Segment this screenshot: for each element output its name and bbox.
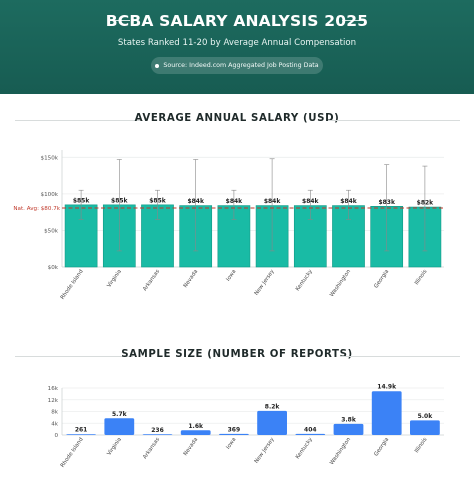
sample-section-title-text: SAMPLE SIZE (NUMBER OF REPORTS) (121, 349, 353, 360)
data-label: 5.7k (112, 411, 128, 418)
source-badge: Source: Indeed.com Aggregated Job Postin… (151, 57, 323, 74)
x-tick-label: Washington (329, 437, 352, 466)
data-label: $84k (340, 198, 358, 205)
bar (180, 430, 211, 435)
data-label: 369 (228, 426, 241, 433)
x-tick-label: Kentucky (295, 436, 314, 460)
x-tick-label: Nevada (183, 437, 200, 457)
x-tick-label: Virginia (106, 269, 123, 289)
data-label: 404 (304, 426, 317, 433)
data-label: 14.9k (377, 384, 397, 391)
y-tick-label: $150k (41, 155, 59, 161)
x-tick-label: Georgia (373, 437, 390, 458)
y-tick-label: 16k (48, 386, 59, 392)
bar (142, 434, 173, 435)
section-divider-right-2 (340, 356, 460, 357)
bar (257, 410, 287, 435)
page-subtitle: States Ranked 11-20 by Average Annual Co… (117, 38, 357, 48)
x-tick-label: Iowa (225, 269, 237, 283)
x-tick-label: Arkansas (142, 269, 161, 293)
y-tick-label: 0 (54, 433, 58, 439)
page-title: BCBA SALARY ANALYSIS 2025 (105, 12, 369, 30)
y-tick-label: 4k (51, 421, 59, 427)
data-label: $84k (187, 198, 205, 205)
data-label: $85k (149, 197, 167, 204)
section-divider-left-2 (15, 356, 133, 357)
bar (333, 423, 364, 435)
section-divider-right (328, 120, 460, 121)
bullet-icon (155, 63, 160, 68)
y-tick-label: 8k (51, 410, 59, 416)
x-tick-label: Illinois (414, 269, 429, 287)
salary-section-title: AVERAGE ANNUAL SALARY (USD) (0, 113, 474, 124)
y-tick-label: $100k (41, 192, 59, 198)
x-tick-label: Arkansas (142, 437, 161, 461)
salary-section-title-text: AVERAGE ANNUAL SALARY (USD) (134, 113, 340, 124)
bar (410, 420, 440, 435)
sample-chart: 0 4k 8k 12k 16k 261 Rhode Island 5.7k Virginia 23… (48, 384, 444, 469)
data-label: 261 (75, 427, 88, 434)
x-tick-label: Rhode Island (60, 269, 85, 301)
bar (219, 433, 249, 435)
data-label: 8.2k (265, 403, 281, 410)
title-decor-line-right (342, 20, 364, 22)
y-tick-label: $0k (48, 265, 59, 271)
bar (371, 391, 402, 435)
bar (104, 418, 135, 435)
bar (295, 433, 326, 435)
x-tick-label: New Jersey (254, 268, 277, 297)
data-label: $84k (226, 198, 244, 205)
x-tick-label: Washington (329, 269, 352, 298)
y-tick-label: 12k (48, 398, 59, 404)
x-tick-label: Rhode Island (60, 437, 85, 469)
x-tick-label: Virginia (106, 437, 123, 457)
data-label: 236 (151, 427, 164, 434)
data-label: 3.8k (341, 416, 357, 423)
data-label: $85k (73, 197, 91, 204)
data-label: $84k (264, 198, 282, 205)
source-text: Source: Indeed.com Aggregated Job Postin… (163, 62, 319, 69)
x-tick-label: New Jersey (254, 436, 277, 465)
x-tick-label: Nevada (183, 269, 200, 289)
salary-chart: $0k $50k $100k $150k $85k Rhode Island $85k Vir… (13, 150, 444, 301)
data-label: $82k (417, 200, 435, 207)
data-label: 5.0k (418, 413, 434, 420)
data-label: $84k (302, 198, 320, 205)
header-banner: BCBA SALARY ANALYSIS 2025 States Ranked … (0, 0, 474, 94)
title-decor-line-left (108, 20, 130, 22)
y-tick-label: $50k (44, 228, 59, 234)
x-tick-label: Georgia (373, 269, 390, 290)
data-label: $83k (378, 199, 396, 206)
x-tick-label: Iowa (225, 437, 237, 451)
x-tick-label: Illinois (414, 437, 429, 455)
national-average-label: Nat. Avg: $80.7k (13, 206, 60, 212)
sample-section-title: SAMPLE SIZE (NUMBER OF REPORTS) (0, 349, 474, 360)
x-tick-label: Kentucky (295, 268, 314, 292)
data-label: 1.6k (188, 423, 204, 430)
bar (66, 434, 96, 435)
data-label: $85k (111, 197, 129, 204)
section-divider-left (15, 120, 143, 121)
